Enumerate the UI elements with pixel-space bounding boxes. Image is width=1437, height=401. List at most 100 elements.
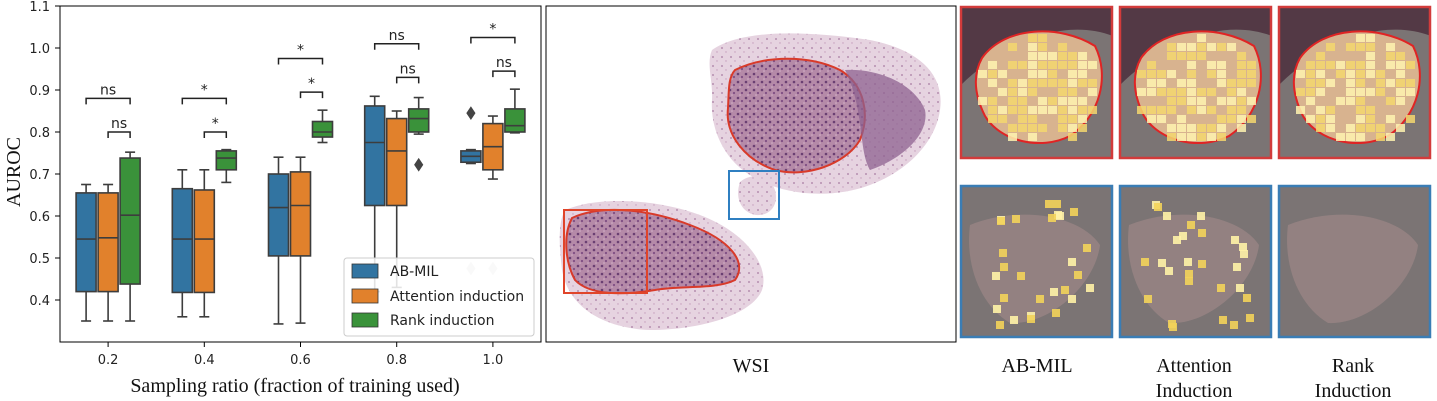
- attention-patch: [1296, 106, 1305, 114]
- attention-patch: [1187, 52, 1196, 60]
- heatmap-panel-1-2: [1277, 184, 1432, 339]
- box-iqr: [289, 171, 312, 257]
- attention-patch: [1227, 43, 1236, 51]
- y-tick-label: 0.7: [29, 168, 50, 183]
- attention-patch: [1346, 97, 1355, 105]
- attention-patch: [1157, 106, 1166, 114]
- panel-border: [959, 5, 1114, 160]
- attention-patch: [1078, 61, 1087, 69]
- attention-patch: [1036, 295, 1044, 303]
- heatmap-panel-1-1: [1118, 184, 1273, 339]
- attention-patch: [978, 97, 987, 105]
- attention-patch: [1052, 309, 1060, 317]
- attention-patch: [1207, 124, 1216, 132]
- attention-patch: [1217, 284, 1225, 292]
- attention-patch: [1187, 70, 1196, 78]
- attention-patch: [1008, 61, 1017, 69]
- attention-patch: [1366, 70, 1375, 78]
- attention-patch: [1144, 295, 1152, 303]
- attention-patch: [1167, 43, 1176, 51]
- attention-patch: [1247, 70, 1256, 78]
- attention-patch: [1356, 106, 1365, 114]
- attention-patch: [1078, 115, 1087, 123]
- attention-patch: [1376, 79, 1385, 87]
- attention-patch: [1137, 88, 1146, 96]
- attention-patch: [1058, 61, 1067, 69]
- attention-patch: [1197, 34, 1206, 42]
- attention-patch: [1061, 286, 1069, 294]
- attention-patch: [1217, 133, 1226, 141]
- attention-patch: [1237, 115, 1246, 123]
- attention-patch: [1048, 61, 1057, 69]
- attention-patch: [1187, 61, 1196, 69]
- legend: AB-MIL Attention induction Rank inductio…: [343, 257, 535, 337]
- attention-patch: [1038, 70, 1047, 78]
- attention-patch: [1246, 314, 1254, 322]
- attention-patch: [1187, 97, 1196, 105]
- y-tick-label: 1.0: [29, 42, 50, 57]
- attention-patch: [1010, 316, 1018, 324]
- attention-patch: [1177, 52, 1186, 60]
- box-iqr: [267, 173, 290, 257]
- y-axis: 0.4 0.5 0.6 0.7 0.8 0.9 1.0 1.1: [29, 0, 60, 309]
- attention-patch: [1386, 133, 1395, 141]
- attention-patch: [1068, 79, 1077, 87]
- x-tick-label: 0.8: [386, 353, 407, 368]
- attention-patch: [1068, 106, 1077, 114]
- attention-patch: [1028, 106, 1037, 114]
- panel-border: [1118, 184, 1273, 339]
- attention-patch: [1058, 97, 1067, 105]
- attention-patch: [1068, 97, 1077, 105]
- panel-border: [1118, 5, 1273, 160]
- box-2-4: [504, 88, 526, 134]
- significance-label: ns: [496, 55, 512, 71]
- attention-patch: [1028, 61, 1037, 69]
- attention-patch: [1306, 115, 1315, 123]
- attention-patch: [1366, 124, 1375, 132]
- attention-patch: [1177, 43, 1186, 51]
- attention-patch: [1018, 124, 1027, 132]
- attention-patch: [1154, 203, 1162, 211]
- attention-patch: [992, 272, 1000, 280]
- attention-patch: [1012, 215, 1020, 223]
- legend-swatch-rank-induction: [351, 312, 379, 328]
- attention-patch: [1316, 79, 1325, 87]
- box-iqr: [119, 157, 141, 285]
- attention-patch: [988, 61, 997, 69]
- heatmap-panel-0-1: [1118, 5, 1273, 160]
- box-0-4: [460, 106, 482, 276]
- heatmap-panel-0-2: [1277, 5, 1432, 160]
- attention-patch: [1326, 124, 1335, 132]
- attention-patch: [1048, 70, 1057, 78]
- attention-patch: [1306, 70, 1315, 78]
- significance-label: *: [212, 116, 219, 132]
- attention-patch: [988, 106, 997, 114]
- attention-patch: [1167, 52, 1176, 60]
- attention-patch: [1068, 258, 1076, 266]
- attention-patch: [1028, 88, 1037, 96]
- attention-patch: [1356, 79, 1365, 87]
- auroc-boxplot: 0.4 0.5 0.6 0.7 0.8 0.9 1.0 1.1 0.2 0.4 0.6 0.8 1.0…: [3, 0, 542, 397]
- attention-patch: [1316, 106, 1325, 114]
- attention-patch: [1078, 70, 1087, 78]
- attention-patch: [1306, 97, 1315, 105]
- attention-patch: [1396, 97, 1405, 105]
- attention-patch: [1058, 106, 1067, 114]
- x-axis-label: Sampling ratio (fraction of training use…: [130, 375, 459, 397]
- attention-patch: [1356, 97, 1365, 105]
- attention-patch: [1207, 61, 1216, 69]
- attention-patch: [1008, 43, 1017, 51]
- dark-tissue-band: [1119, 6, 1272, 86]
- panel-caption-rank-line2: Induction: [1315, 380, 1392, 401]
- attention-patch: [1038, 34, 1047, 42]
- attention-patch: [1406, 115, 1415, 123]
- attention-patch: [1366, 52, 1375, 60]
- attention-patch: [999, 249, 1007, 257]
- box-iqr: [193, 189, 216, 294]
- dark-tissue-band: [960, 6, 1113, 86]
- attention-patch: [1050, 288, 1058, 296]
- attention-patch: [1038, 52, 1047, 60]
- attention-patch: [1396, 70, 1405, 78]
- attention-patch: [1177, 97, 1186, 105]
